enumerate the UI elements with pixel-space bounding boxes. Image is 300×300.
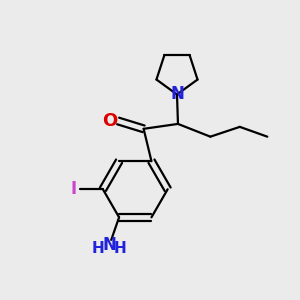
Text: O: O [102, 112, 117, 130]
Text: H: H [114, 241, 126, 256]
Text: I: I [70, 180, 76, 198]
Text: H: H [92, 241, 105, 256]
Text: N: N [170, 85, 184, 103]
Text: N: N [102, 236, 116, 254]
